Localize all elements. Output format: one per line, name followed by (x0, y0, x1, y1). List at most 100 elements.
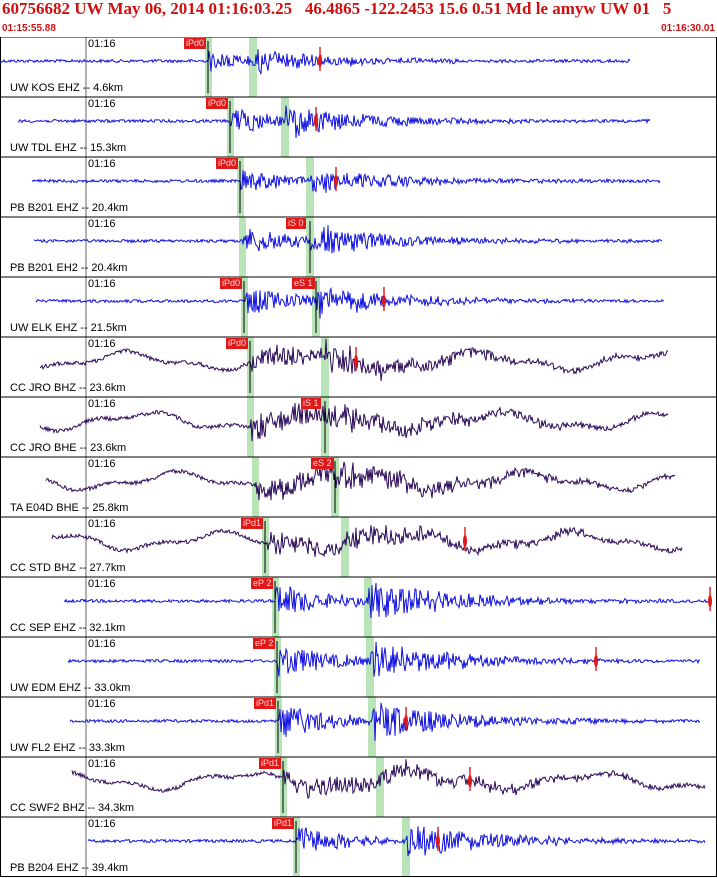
station-label: CC JRO BHZ -- 23.6km (10, 382, 126, 394)
time-tick-label: 01:16 (88, 638, 116, 650)
waveform-canvas[interactable] (0, 37, 717, 878)
time-tick-label: 01:16 (88, 458, 116, 470)
station-distance: -- 4.6km (82, 82, 124, 94)
event-title: 60756682 UW May 06, 2014 01:16:03.25 46.… (2, 0, 672, 18)
waveform-trace (35, 286, 665, 319)
p-pick-label[interactable]: iPd1 (272, 818, 295, 829)
p-pick-label[interactable]: iPd0 (206, 98, 229, 109)
waveform-trace (17, 105, 651, 139)
s-window (402, 817, 410, 877)
s-window (364, 577, 372, 637)
amplitude-marker-dot (354, 355, 358, 367)
p-pick-label[interactable]: iPd1 (259, 758, 282, 769)
p-pick-label[interactable]: iPd1 (254, 698, 277, 709)
p-pick-label[interactable]: iPd0 (226, 338, 249, 349)
s-window (341, 517, 349, 577)
p-pick-label[interactable]: iPd0 (220, 278, 243, 289)
station-label: PB B201 EHZ -- 20.4km (10, 202, 128, 214)
s-window (306, 157, 314, 217)
waveform-trace (33, 225, 663, 254)
station-label: CC JRO BHE -- 23.6km (10, 442, 126, 454)
p-pick-label[interactable]: iPd1 (241, 518, 264, 529)
time-tick-label: 01:16 (88, 578, 116, 590)
station-distance: -- 23.6km (79, 382, 126, 394)
station-label: CC STD BHZ -- 27.7km (10, 562, 126, 574)
waveform-trace (71, 759, 706, 800)
s-pick-label[interactable]: iS 1 (301, 398, 321, 409)
time-tick-label: 01:16 (88, 218, 116, 230)
station-distance: -- 33.3km (78, 742, 125, 754)
time-tick-label: 01:16 (88, 758, 116, 770)
time-tick-label: 01:16 (88, 398, 116, 410)
station-label: UW TDL EHZ -- 15.3km (10, 142, 126, 154)
time-tick-label: 01:16 (88, 38, 116, 50)
time-tick-label: 01:16 (88, 158, 116, 170)
station-distance: -- 34.3km (87, 802, 135, 814)
station-name: CC JRO BHZ (10, 382, 76, 394)
station-name: CC JRO BHE (10, 442, 77, 454)
seismogram-panels[interactable]: 01:16 UW KOS EHZ -- 4.6km iPd0 01:16 UW TDL … (0, 37, 717, 878)
trace-panel[interactable] (0, 816, 717, 877)
s-pick-label[interactable]: eS 1 (292, 278, 315, 289)
station-name: UW ELK EHZ (10, 322, 78, 334)
station-distance: -- 20.4km (80, 262, 128, 274)
time-tick-label: 01:16 (88, 338, 116, 350)
station-distance: -- 32.1km (78, 622, 126, 634)
time-tick-label: 01:16 (88, 98, 116, 110)
station-distance: -- 23.6km (79, 442, 127, 454)
station-distance: -- 39.4km (81, 862, 129, 874)
station-distance: -- 21.5km (80, 322, 127, 334)
p-window (252, 457, 259, 517)
time-tick-label: 01:16 (88, 518, 116, 530)
s-window (376, 757, 384, 817)
trace-panel[interactable] (0, 636, 717, 697)
amplitude-marker-dot (594, 655, 598, 667)
waveform-trace (39, 402, 669, 442)
trace-panel[interactable] (0, 156, 717, 217)
p-pick-label[interactable]: iPd0 (216, 158, 239, 169)
station-label: PB B201 EH2 -- 20.4km (10, 262, 127, 274)
trace-panel[interactable] (0, 276, 717, 337)
s-window (366, 637, 374, 697)
event-header: 60756682 UW May 06, 2014 01:16:03.25 46.… (0, 0, 717, 36)
station-distance: -- 27.7km (79, 562, 126, 574)
waveform-trace (0, 49, 631, 75)
end-time-label: 01:16:30.01 (661, 23, 715, 34)
station-distance: -- 15.3km (79, 142, 127, 154)
station-name: CC SWF2 BHZ (10, 802, 85, 814)
station-distance: -- 20.4km (81, 202, 129, 214)
s-window (249, 37, 257, 97)
p-pick-label[interactable]: eP 2 (253, 638, 276, 649)
waveform-trace (51, 525, 683, 558)
station-name: CC STD BHZ (10, 562, 76, 574)
s-window (321, 337, 329, 397)
s-pick-label[interactable]: eS 2 (311, 458, 334, 469)
station-name: PB B201 EHZ (10, 202, 79, 214)
trace-panel[interactable] (0, 456, 717, 517)
time-tick-label: 01:16 (88, 818, 116, 830)
station-label: CC SWF2 BHZ -- 34.3km (10, 802, 134, 814)
trace-panel[interactable] (0, 756, 717, 817)
amplitude-marker-dot (314, 115, 318, 127)
s-pick-label[interactable]: iS 0 (286, 218, 306, 229)
amplitude-marker-dot (404, 715, 408, 727)
station-name: UW TDL EHZ (10, 142, 77, 154)
station-name: TA E04D BHE (10, 502, 79, 514)
amplitude-marker-dot (708, 595, 712, 607)
station-label: UW FL2 EHZ -- 33.3km (10, 742, 125, 754)
amplitude-marker-dot (463, 535, 467, 547)
station-label: UW EDM EHZ -- 33.0km (10, 682, 130, 694)
p-pick-label[interactable]: eP 2 (251, 578, 274, 589)
amplitude-marker-dot (334, 175, 338, 187)
time-tick-label: 01:16 (88, 698, 116, 710)
station-distance: -- 25.8km (81, 502, 129, 514)
trace-panel[interactable] (0, 576, 717, 637)
start-time-label: 01:15:55.88 (2, 23, 56, 34)
station-label: UW KOS EHZ -- 4.6km (10, 82, 123, 94)
amplitude-marker-dot (468, 775, 472, 787)
p-window (239, 217, 246, 277)
station-name: UW KOS EHZ (10, 82, 80, 94)
waveform-trace (87, 826, 706, 857)
p-pick-label[interactable]: iPd0 (184, 38, 207, 49)
s-window (281, 97, 289, 157)
